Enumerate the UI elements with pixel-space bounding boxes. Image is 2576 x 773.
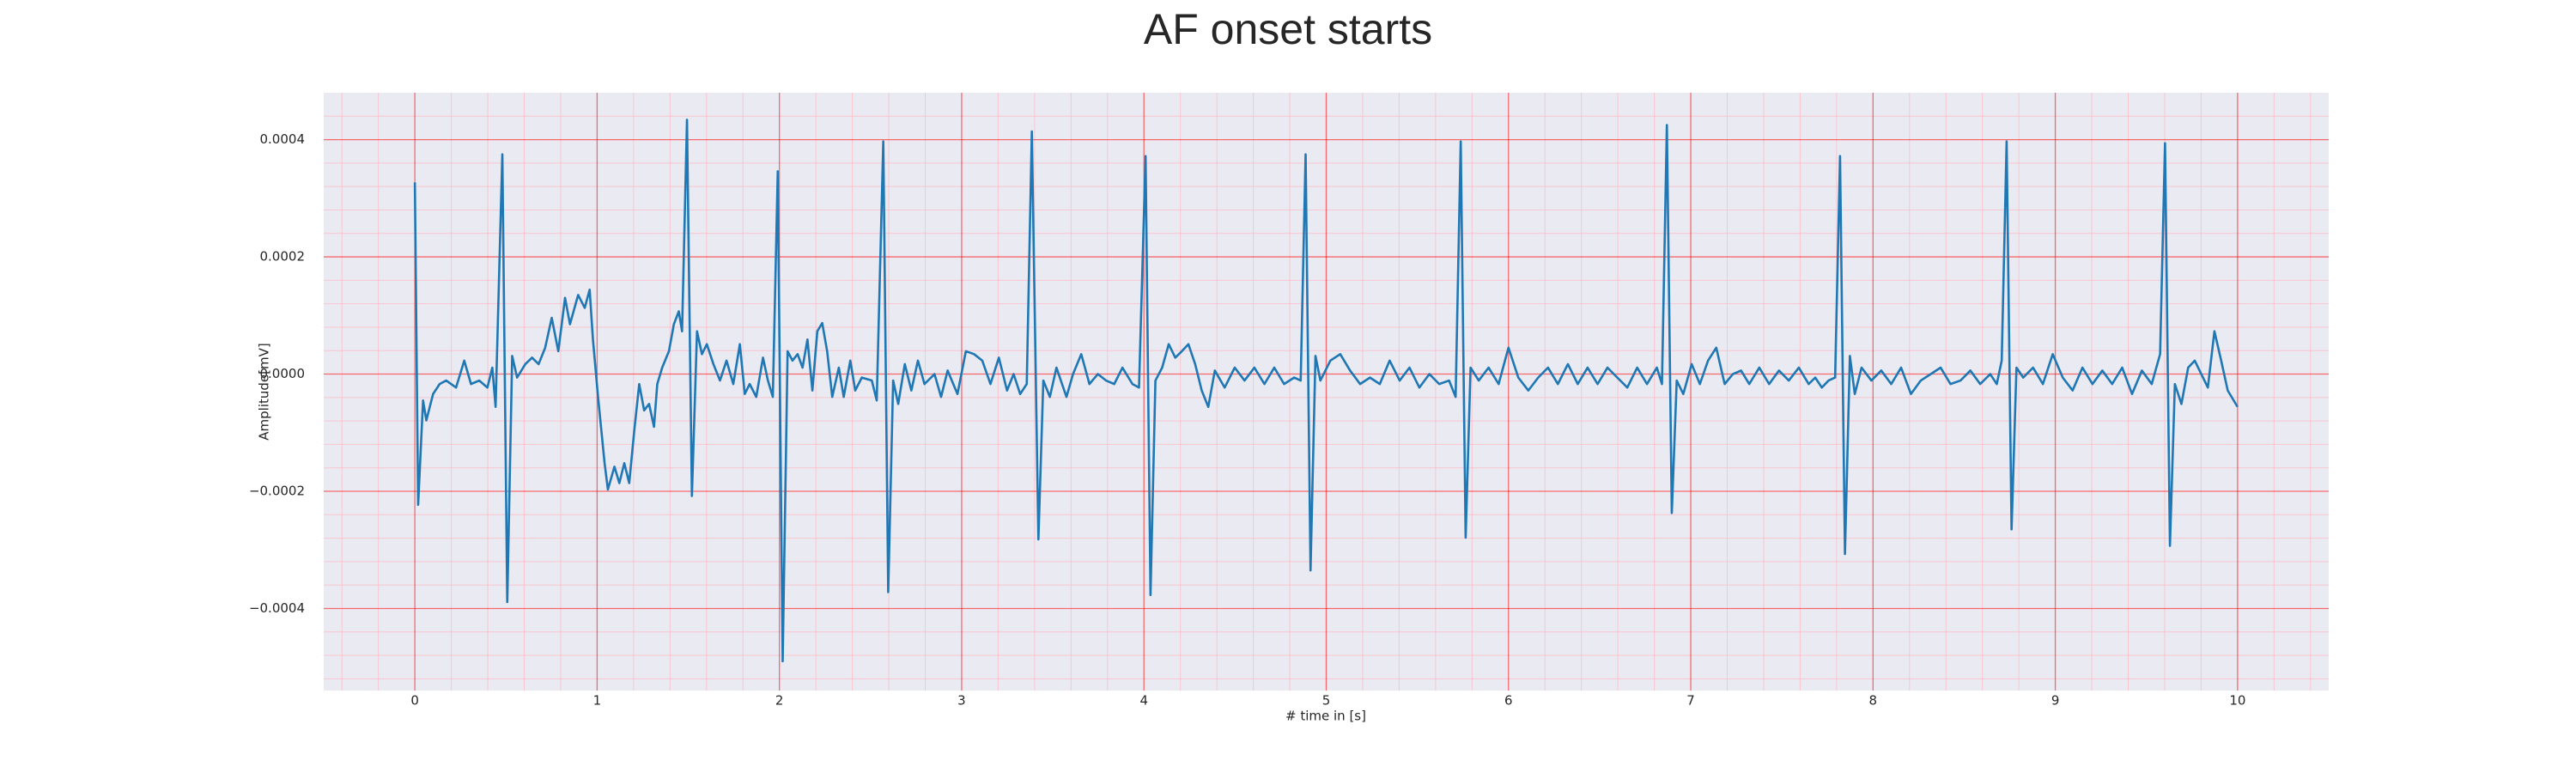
chart-title: AF onset starts (1144, 5, 1432, 53)
y-tick-label: 0.0002 (260, 249, 306, 265)
x-tick-label: 5 (1322, 693, 1331, 709)
x-tick-label: 3 (957, 693, 966, 709)
x-tick-label: 6 (1504, 693, 1513, 709)
y-tick-label: 0.0004 (260, 131, 306, 147)
y-tick-label: −0.0002 (249, 484, 305, 499)
x-tick-label: 8 (1869, 693, 1878, 709)
y-axis-label: Amplitude[mV] (257, 343, 272, 440)
x-tick-label: 7 (1686, 693, 1695, 709)
ecg-line (413, 119, 2239, 663)
x-tick-label: 1 (593, 693, 602, 709)
x-tick-label: 9 (2051, 693, 2060, 709)
x-axis-label: # time in [s] (1285, 709, 1366, 724)
y-tick-label: −0.0004 (249, 600, 305, 616)
tick-labels: 0 1 2 3 4 5 6 7 8 9 10 −0.0004 −0.0002 0.0000 0.0002 0.… (249, 131, 2245, 708)
x-tick-label: 2 (775, 693, 784, 709)
major-grid (324, 93, 2329, 691)
series (413, 119, 2239, 663)
y-tick-label: 0.0000 (260, 366, 306, 381)
x-tick-label: 10 (2229, 693, 2245, 709)
x-tick-label: 4 (1139, 693, 1148, 709)
x-tick-label: 0 (410, 693, 419, 709)
